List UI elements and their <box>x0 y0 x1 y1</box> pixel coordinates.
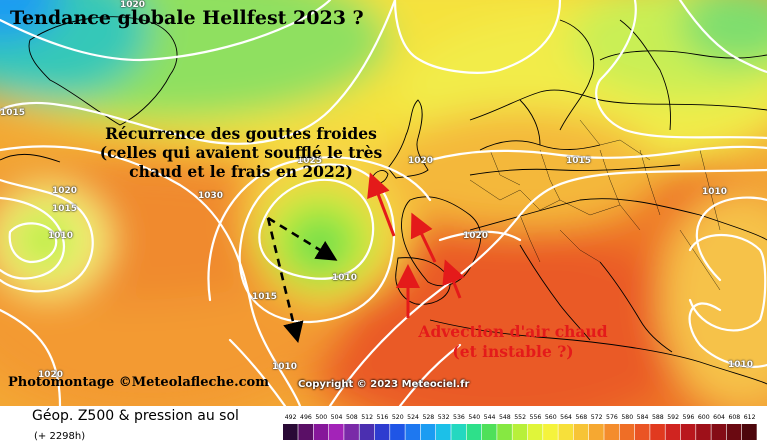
scale-swatch <box>359 424 375 440</box>
isobar-label: 1020 <box>52 186 78 196</box>
scale-tick-label: 500 <box>315 414 327 421</box>
coastlines <box>0 16 767 385</box>
geopotential-map <box>0 0 767 406</box>
scale-tick-label: 568 <box>575 414 587 421</box>
scale-tick-label: 524 <box>407 414 419 421</box>
scale-swatch <box>558 424 574 440</box>
scale-tick-label: 584 <box>637 414 649 421</box>
scale-tick-label: 552 <box>514 414 526 421</box>
contour-lines <box>0 0 767 406</box>
scale-swatch <box>344 424 359 440</box>
scale-tick-label: 516 <box>377 414 389 421</box>
scale-swatch <box>711 424 727 440</box>
scale-tick-label: 528 <box>422 414 434 421</box>
scale-swatch <box>573 424 589 440</box>
scale-swatch <box>497 424 512 440</box>
warm-arrow-4 <box>442 259 465 299</box>
scale-swatch <box>742 424 757 440</box>
scale-swatch <box>436 424 451 440</box>
scale-swatch <box>313 424 329 440</box>
scale-swatch <box>527 424 543 440</box>
warm-arrow-2 <box>410 212 437 263</box>
warm-arrow-1 <box>367 172 396 237</box>
scale-swatch <box>680 424 696 440</box>
scale-swatch <box>390 424 405 440</box>
isobar-label: 1025 <box>297 156 323 166</box>
scale-tick-label: 608 <box>728 414 740 421</box>
isobar-label: 1020 <box>408 156 434 166</box>
scale-swatch <box>726 424 742 440</box>
isobar-label: 1010 <box>272 362 298 372</box>
color-scale: 492 496 500 504 508 512 516 520 524 528 532 536 540 5… <box>283 414 757 440</box>
scale-swatch <box>589 424 604 440</box>
isobar-label: 1015 <box>0 108 26 118</box>
scale-swatch <box>374 424 390 440</box>
scale-swatch <box>650 424 665 440</box>
scale-tick-label: 580 <box>621 414 633 421</box>
scale-tick-label: 492 <box>285 414 297 421</box>
isobar-label: 1010 <box>332 273 358 283</box>
scale-tick-label: 592 <box>667 414 679 421</box>
isobar-label: 1015 <box>252 292 278 302</box>
isobar-label: 1010 <box>702 187 728 197</box>
isobar-label: 1015 <box>52 204 78 214</box>
isobar-label: 1020 <box>38 370 64 380</box>
scale-tick-label: 612 <box>744 414 756 421</box>
scale-tick-label: 600 <box>698 414 710 421</box>
isobar-label: 1015 <box>566 156 592 166</box>
isobar-label: 1020 <box>120 0 146 10</box>
scale-swatch <box>298 424 313 440</box>
warm-advection-arrows <box>367 172 465 318</box>
scale-swatch <box>405 424 421 440</box>
scale-tick-label: 532 <box>438 414 450 421</box>
scale-swatch <box>283 424 298 440</box>
scale-swatch <box>634 424 650 440</box>
scale-swatch <box>451 424 466 440</box>
isobar-label: 1020 <box>463 231 489 241</box>
scale-tick-label: 496 <box>300 414 312 421</box>
scale-swatch <box>696 424 711 440</box>
scale-swatch <box>619 424 635 440</box>
trajectory-arrows <box>266 216 338 344</box>
scale-tick-label: 520 <box>392 414 404 421</box>
trajectory-arrow-south <box>266 217 304 344</box>
scale-tick-label: 576 <box>606 414 618 421</box>
isobar-label: 1030 <box>198 191 224 201</box>
scale-swatch <box>420 424 436 440</box>
scale-swatch <box>665 424 681 440</box>
scale-swatch <box>512 424 528 440</box>
scale-tick-label: 548 <box>499 414 511 421</box>
scale-tick-label: 544 <box>484 414 496 421</box>
isobar-label: 1010 <box>48 231 74 241</box>
scale-tick-label: 560 <box>545 414 557 421</box>
scale-tick-label: 588 <box>652 414 664 421</box>
scale-tick-label: 596 <box>683 414 695 421</box>
scale-swatch <box>604 424 619 440</box>
scale-tick-label: 564 <box>560 414 572 421</box>
trajectory-arrow-east <box>267 216 338 261</box>
footer-forecast-hour: (+ 2298h) <box>34 431 86 442</box>
scale-swatch <box>481 424 497 440</box>
z500-color-field <box>0 0 767 406</box>
credit-copyright: Copyright © 2023 Meteociel.fr <box>298 379 470 390</box>
scale-tick-label: 504 <box>331 414 343 421</box>
isobar-label: 1010 <box>728 360 754 370</box>
scale-tick-label: 536 <box>453 414 465 421</box>
scale-swatch <box>328 424 344 440</box>
annotation-advection: Advection d'air chaud (et instable ?) <box>418 322 608 361</box>
scale-swatch <box>543 424 558 440</box>
map-title: Tendance globale Hellfest 2023 ? <box>10 7 364 29</box>
annotation-recurrence: Récurrence des gouttes froides (celles q… <box>99 124 383 181</box>
scale-swatch <box>466 424 482 440</box>
country-borders <box>469 119 721 291</box>
scale-tick-label: 508 <box>346 414 358 421</box>
scale-tick-label: 556 <box>530 414 542 421</box>
scale-tick-label: 540 <box>468 414 480 421</box>
scale-tick-label: 572 <box>591 414 603 421</box>
footer-label: Géop. Z500 & pression au sol <box>32 408 239 424</box>
scale-tick-label: 512 <box>361 414 373 421</box>
credit-photomontage: Photomontage ©Meteolafleche.com <box>8 375 269 390</box>
scale-tick-label: 604 <box>713 414 725 421</box>
